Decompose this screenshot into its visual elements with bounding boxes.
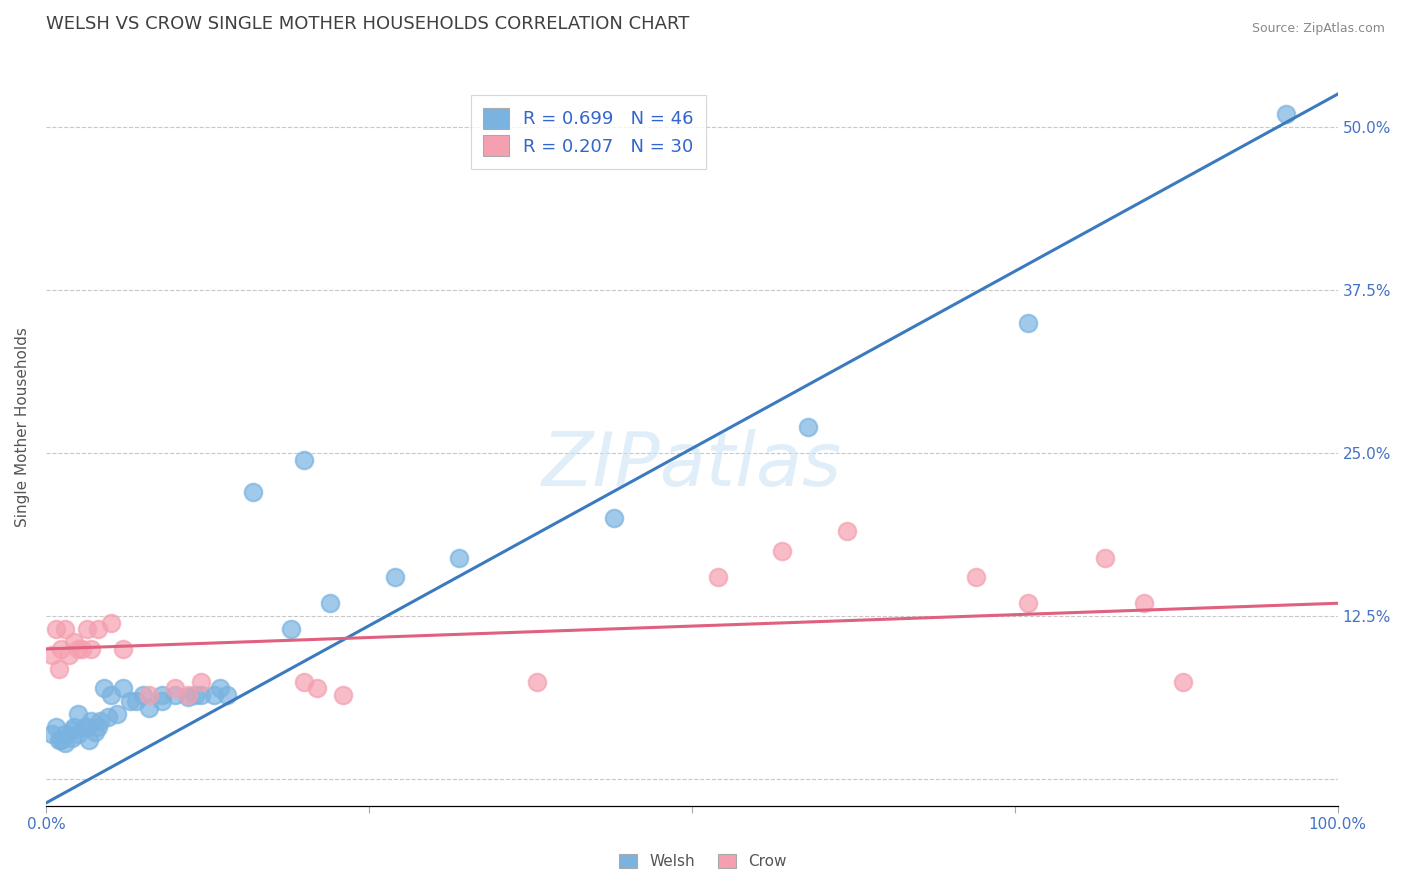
Point	[80, 714, 103, 728]
Point	[138, 700, 160, 714]
Point	[89, 714, 111, 728]
Point	[112, 642, 135, 657]
Point	[58, 648, 80, 663]
Point	[292, 452, 315, 467]
Text: WELSH VS CROW SINGLE MOTHER HOUSEHOLDS CORRELATION CHART: WELSH VS CROW SINGLE MOTHER HOUSEHOLDS C…	[46, 15, 689, 33]
Point	[319, 596, 342, 610]
Point	[797, 420, 820, 434]
Point	[526, 674, 548, 689]
Point	[138, 688, 160, 702]
Point	[70, 642, 93, 657]
Point	[202, 688, 225, 702]
Legend: R = 0.699   N = 46, R = 0.207   N = 30: R = 0.699 N = 46, R = 0.207 N = 30	[471, 95, 706, 169]
Point	[67, 642, 90, 657]
Point	[48, 733, 70, 747]
Point	[215, 688, 238, 702]
Point	[1017, 316, 1039, 330]
Point	[706, 570, 728, 584]
Point	[63, 635, 86, 649]
Point	[1094, 550, 1116, 565]
Point	[307, 681, 329, 695]
Point	[53, 736, 76, 750]
Point	[150, 688, 173, 702]
Point	[190, 688, 212, 702]
Point	[1171, 674, 1194, 689]
Point	[835, 524, 858, 539]
Point	[51, 642, 73, 657]
Point	[86, 720, 108, 734]
Point	[63, 720, 86, 734]
Point	[41, 648, 63, 663]
Legend: Welsh, Crow: Welsh, Crow	[613, 848, 793, 875]
Point	[1017, 596, 1039, 610]
Point	[100, 615, 122, 630]
Point	[118, 694, 141, 708]
Y-axis label: Single Mother Households: Single Mother Households	[15, 327, 30, 527]
Point	[97, 710, 120, 724]
Point	[80, 642, 103, 657]
Point	[242, 485, 264, 500]
Point	[132, 688, 155, 702]
Point	[105, 707, 128, 722]
Point	[53, 623, 76, 637]
Point	[125, 694, 148, 708]
Point	[86, 623, 108, 637]
Point	[190, 674, 212, 689]
Text: ZIPatlas: ZIPatlas	[541, 429, 842, 501]
Point	[112, 681, 135, 695]
Point	[67, 727, 90, 741]
Point	[53, 727, 76, 741]
Point	[73, 720, 96, 734]
Point	[280, 623, 302, 637]
Text: Source: ZipAtlas.com: Source: ZipAtlas.com	[1251, 22, 1385, 36]
Point	[209, 681, 232, 695]
Point	[384, 570, 406, 584]
Point	[1275, 106, 1298, 120]
Point	[150, 694, 173, 708]
Point	[1133, 596, 1156, 610]
Point	[965, 570, 987, 584]
Point	[165, 688, 187, 702]
Point	[76, 623, 98, 637]
Point	[770, 544, 793, 558]
Point	[84, 725, 107, 739]
Point	[177, 688, 200, 702]
Point	[51, 733, 73, 747]
Point	[45, 720, 67, 734]
Point	[60, 723, 83, 737]
Point	[67, 707, 90, 722]
Point	[177, 690, 200, 705]
Point	[332, 688, 354, 702]
Point	[165, 681, 187, 695]
Point	[48, 661, 70, 675]
Point	[41, 727, 63, 741]
Point	[183, 688, 205, 702]
Point	[76, 720, 98, 734]
Point	[603, 511, 626, 525]
Point	[449, 550, 471, 565]
Point	[60, 731, 83, 745]
Point	[93, 681, 115, 695]
Point	[77, 733, 100, 747]
Point	[45, 623, 67, 637]
Point	[292, 674, 315, 689]
Point	[100, 688, 122, 702]
